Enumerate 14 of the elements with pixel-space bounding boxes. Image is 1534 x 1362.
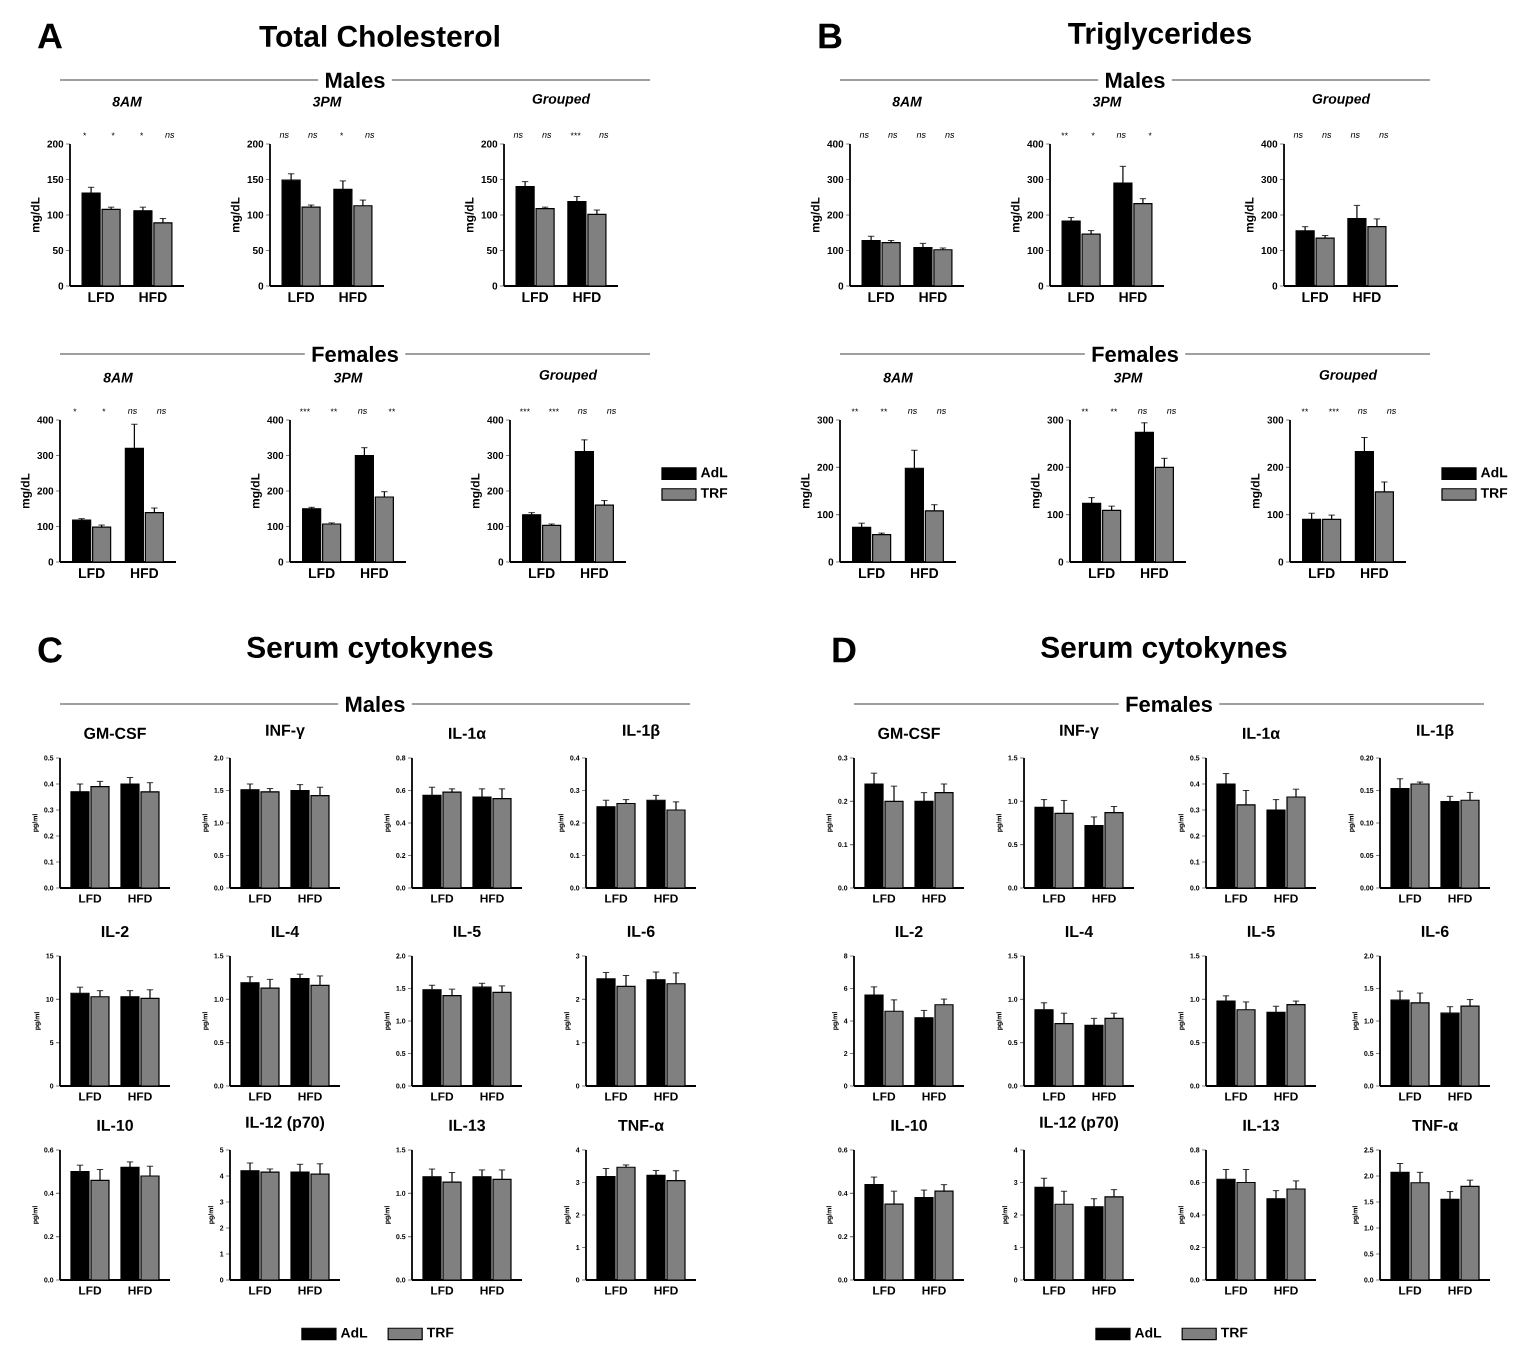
text: Triglycerides [1068, 21, 1251, 50]
text: B [819, 23, 842, 49]
text: C [38, 637, 62, 663]
text: Females [312, 345, 398, 363]
text: Males [1106, 71, 1165, 89]
text: Total Cholesterol [259, 25, 499, 47]
text: Serum cytokynes [1041, 636, 1287, 664]
text: A [37, 23, 63, 49]
text: Males [326, 71, 385, 89]
text: Serum cytokynes [247, 636, 493, 664]
text: Females [1126, 695, 1212, 713]
text: D [833, 637, 856, 663]
text: Females [1092, 345, 1178, 363]
text: Males [346, 695, 405, 713]
